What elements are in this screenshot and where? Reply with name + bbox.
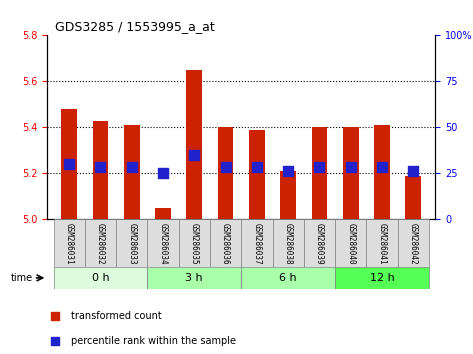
FancyBboxPatch shape (148, 219, 179, 267)
Text: 3 h: 3 h (185, 273, 203, 283)
Text: GSM286036: GSM286036 (221, 223, 230, 264)
Point (410, 168, 417, 174)
Bar (218, 127, 233, 219)
FancyBboxPatch shape (335, 219, 367, 267)
Point (253, 164, 261, 169)
FancyBboxPatch shape (335, 267, 429, 289)
Bar (312, 127, 327, 219)
FancyBboxPatch shape (398, 219, 429, 267)
Point (65, 161, 73, 167)
Text: 6 h: 6 h (280, 273, 297, 283)
Text: GSM286031: GSM286031 (65, 223, 74, 264)
FancyBboxPatch shape (241, 267, 335, 289)
Text: GSM286032: GSM286032 (96, 223, 105, 264)
Text: 12 h: 12 h (369, 273, 394, 283)
FancyBboxPatch shape (367, 219, 398, 267)
Bar (374, 125, 390, 219)
Bar (343, 127, 359, 219)
Point (222, 164, 229, 169)
FancyBboxPatch shape (272, 219, 304, 267)
FancyBboxPatch shape (179, 219, 210, 267)
Bar (249, 130, 265, 219)
Bar (186, 70, 202, 219)
FancyBboxPatch shape (148, 267, 241, 289)
Text: 0 h: 0 h (92, 273, 109, 283)
Text: GSM286037: GSM286037 (253, 223, 262, 264)
Bar (280, 171, 296, 219)
Point (308, 7, 315, 13)
Text: GSM286039: GSM286039 (315, 223, 324, 264)
FancyBboxPatch shape (304, 219, 335, 267)
FancyBboxPatch shape (53, 219, 85, 267)
Text: GSM286042: GSM286042 (409, 223, 418, 264)
Text: transformed count: transformed count (70, 311, 161, 321)
Bar (93, 121, 108, 219)
Text: GDS3285 / 1553995_a_at: GDS3285 / 1553995_a_at (55, 20, 215, 33)
Text: GSM286034: GSM286034 (158, 223, 167, 264)
Text: GSM286041: GSM286041 (377, 223, 386, 264)
Text: GSM286033: GSM286033 (127, 223, 136, 264)
Text: time: time (10, 273, 33, 283)
FancyBboxPatch shape (53, 267, 148, 289)
Point (128, 164, 136, 169)
FancyBboxPatch shape (241, 219, 272, 267)
Point (378, 164, 386, 169)
FancyBboxPatch shape (116, 219, 148, 267)
Point (96, 164, 104, 169)
Text: GSM286040: GSM286040 (346, 223, 355, 264)
Point (159, 171, 167, 176)
Bar (155, 208, 171, 219)
Point (347, 164, 354, 169)
FancyBboxPatch shape (210, 219, 241, 267)
Text: GSM286035: GSM286035 (190, 223, 199, 264)
Bar (61, 109, 77, 219)
Text: GSM286038: GSM286038 (284, 223, 293, 264)
Point (284, 168, 292, 174)
Text: percentile rank within the sample: percentile rank within the sample (70, 336, 236, 346)
Point (308, 233, 315, 238)
Point (315, 164, 323, 169)
Bar (405, 176, 421, 219)
Point (191, 152, 198, 158)
FancyBboxPatch shape (85, 219, 116, 267)
Bar (124, 125, 140, 219)
